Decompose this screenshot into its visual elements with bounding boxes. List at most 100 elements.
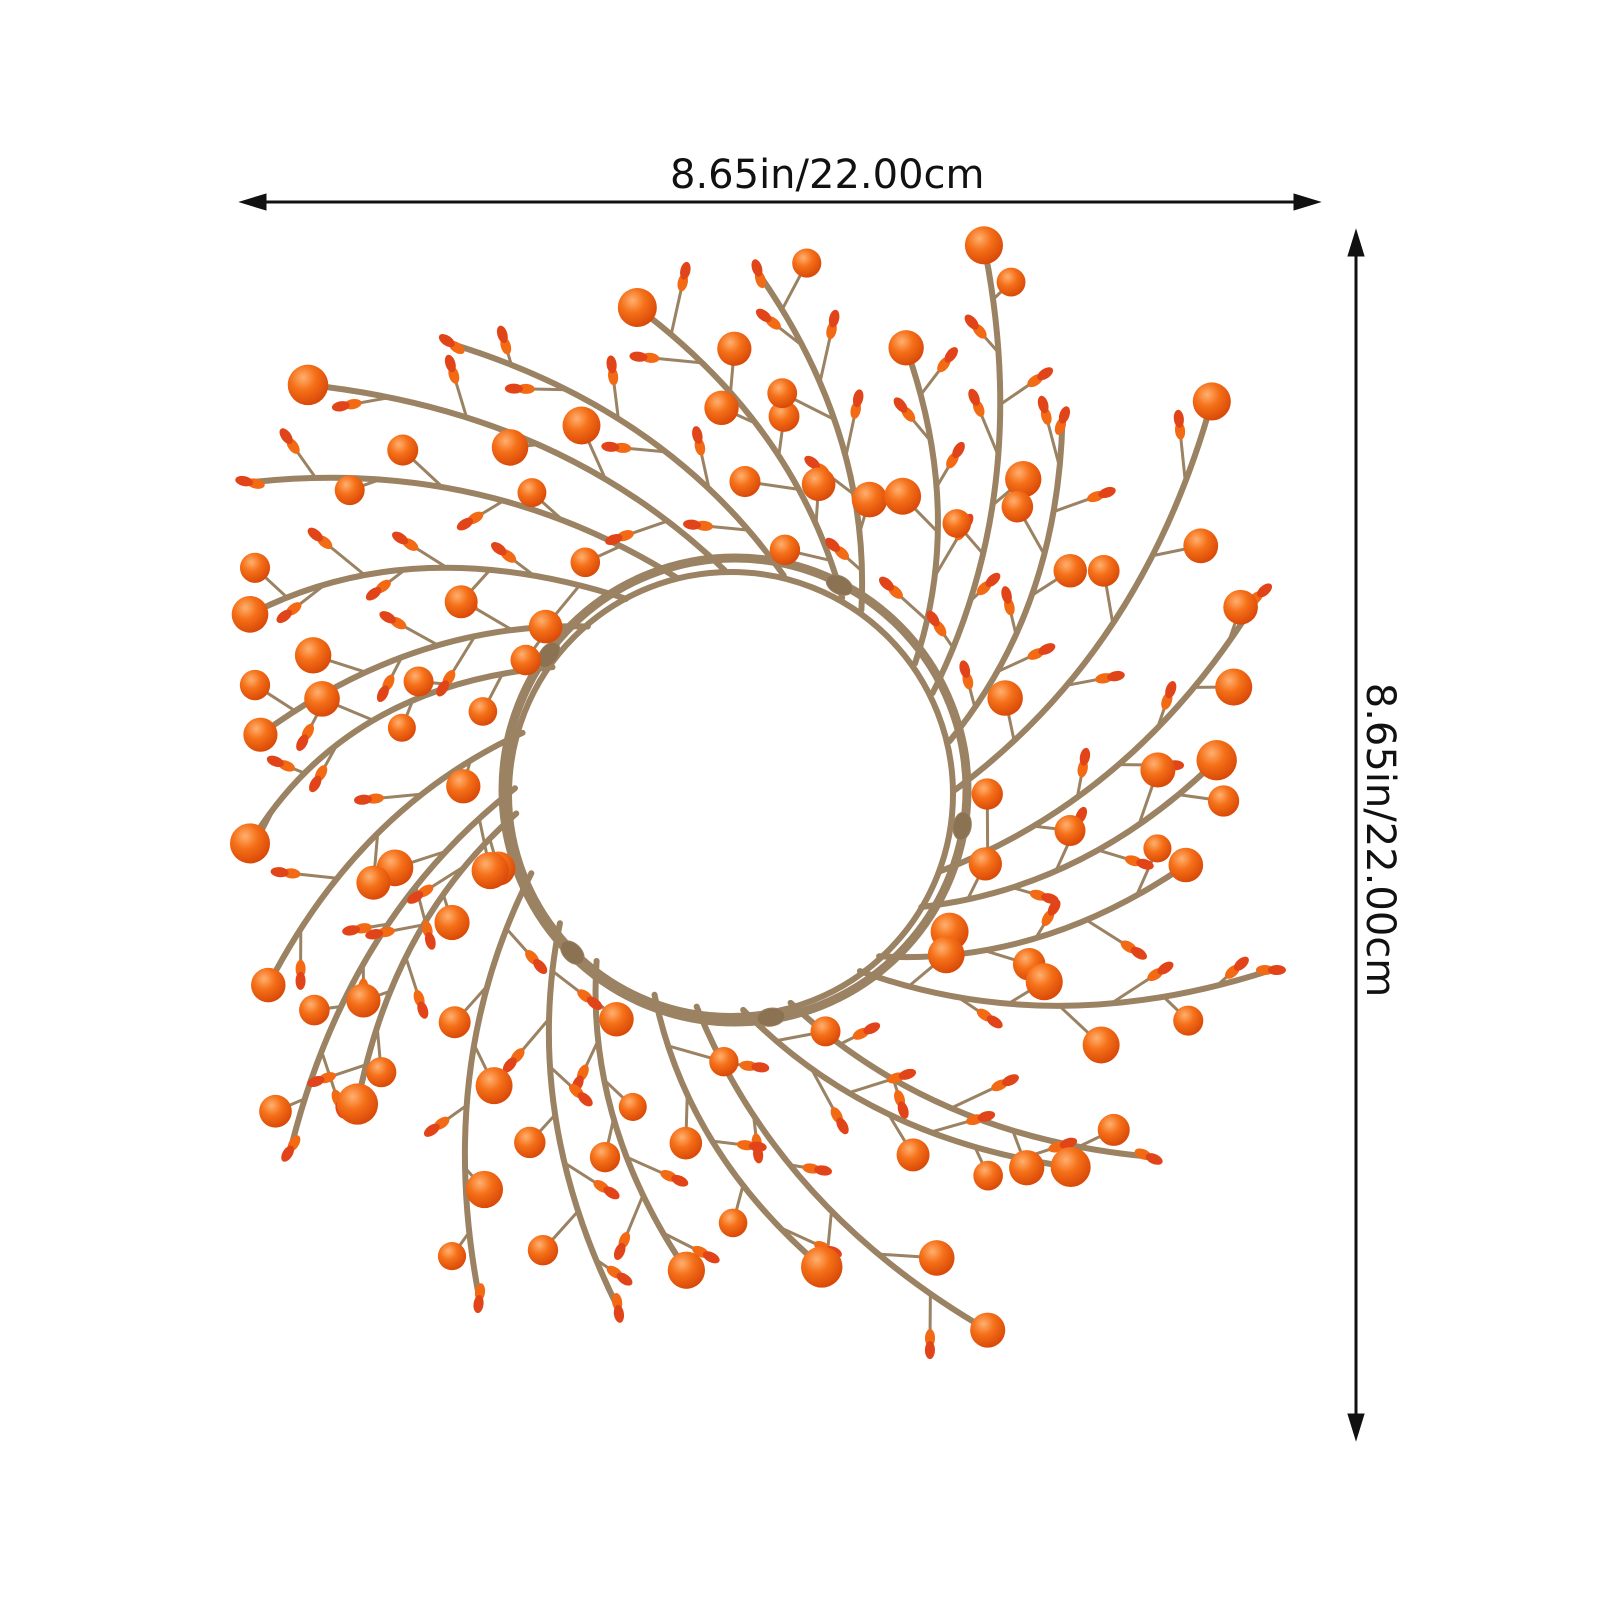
pip-half — [496, 325, 508, 344]
berry-pip — [751, 259, 766, 289]
pip-half — [1256, 583, 1273, 598]
ring-binding — [756, 1007, 786, 1027]
wreath-pips — [235, 259, 1286, 1360]
pip-half — [1107, 670, 1125, 682]
berry-pip — [968, 388, 985, 417]
berry-pip — [307, 527, 333, 550]
pip-half — [1058, 406, 1071, 424]
pip-half — [281, 1145, 295, 1162]
pip-half — [1079, 747, 1091, 766]
berry — [387, 713, 416, 742]
berry-pip — [893, 397, 916, 422]
pip-half — [1267, 965, 1286, 976]
berry-pip — [342, 923, 372, 936]
berry-wreath — [229, 226, 1286, 1360]
berry-pip — [611, 1293, 625, 1323]
berry-pip — [365, 926, 395, 940]
pip-half — [1173, 409, 1184, 428]
wreath-branch — [461, 870, 535, 1302]
pip-half — [985, 572, 1001, 588]
pip-half — [423, 1123, 440, 1137]
pip-half — [407, 890, 424, 904]
berry-pip — [421, 920, 436, 950]
berry-pip — [1255, 965, 1286, 976]
berry-pip — [504, 383, 535, 394]
berry — [1005, 461, 1042, 498]
berry — [704, 390, 739, 426]
berry — [336, 1083, 379, 1125]
berry — [491, 429, 529, 466]
pip-half — [586, 996, 603, 1011]
berry — [927, 936, 965, 974]
berry-pip — [1077, 747, 1091, 778]
pip-half — [893, 397, 908, 413]
berry — [1082, 1026, 1120, 1064]
pip-half — [1037, 367, 1054, 381]
berry — [769, 534, 801, 566]
berry-pip — [392, 531, 419, 551]
berry — [514, 1126, 546, 1159]
wreath-branch — [448, 341, 787, 579]
berry-pip — [276, 602, 302, 624]
berry-pip — [295, 959, 306, 990]
berry — [387, 434, 419, 466]
berry — [334, 475, 365, 506]
width-dimension-arrow — [238, 193, 1322, 211]
wreath-branch — [755, 270, 866, 613]
pip-half — [1098, 486, 1116, 499]
wreath-branch — [693, 1003, 991, 1334]
berry — [471, 851, 509, 890]
berry — [438, 1006, 471, 1039]
berry-pip — [1124, 855, 1154, 870]
berry — [942, 509, 972, 538]
berry-pip — [502, 1048, 525, 1073]
pip-half — [276, 609, 292, 624]
berry-pip — [281, 1135, 301, 1162]
berry — [768, 400, 800, 432]
berry — [468, 697, 498, 726]
pip-half — [504, 383, 523, 394]
pip-half — [309, 775, 322, 793]
berry-pip — [852, 1022, 881, 1040]
berry — [446, 769, 481, 804]
pip-half — [748, 1141, 767, 1152]
berry — [1192, 382, 1231, 421]
wreath-branch — [918, 757, 1220, 910]
berry-pip — [593, 1179, 620, 1200]
berry-pip — [1134, 1148, 1163, 1165]
height-dimension-arrow — [1347, 228, 1365, 1442]
berry-pip — [1087, 486, 1116, 503]
berry-pip — [444, 354, 460, 384]
berry — [346, 983, 381, 1018]
berry-pip — [525, 950, 548, 975]
pip-half — [424, 932, 436, 950]
berry — [1215, 668, 1253, 706]
wreath-branch — [929, 242, 1004, 697]
pip-half — [977, 1110, 996, 1122]
pip-half — [1001, 586, 1012, 604]
pip-half — [444, 354, 456, 373]
berry — [1168, 847, 1204, 883]
berry-pip — [577, 989, 603, 1011]
berry — [304, 681, 340, 717]
berry — [1001, 490, 1034, 523]
berry-pip — [879, 576, 903, 599]
berry — [884, 477, 922, 515]
wreath-berries — [229, 226, 1258, 1348]
pip-half — [1145, 1153, 1163, 1165]
pip-half — [616, 1272, 633, 1286]
berry-pip — [964, 314, 987, 339]
berry-pip — [613, 1231, 631, 1261]
pip-half — [279, 428, 293, 445]
pip-half — [295, 971, 306, 990]
berry-pip — [309, 765, 328, 793]
pip-half — [1130, 946, 1147, 960]
berry-pip — [677, 261, 691, 292]
pip-half — [376, 685, 389, 703]
berry-pip — [825, 537, 850, 560]
pip-half — [307, 1075, 325, 1088]
berry — [287, 364, 329, 406]
berry — [527, 1234, 559, 1266]
berry-pip — [755, 308, 781, 330]
pip-half — [1233, 956, 1249, 971]
